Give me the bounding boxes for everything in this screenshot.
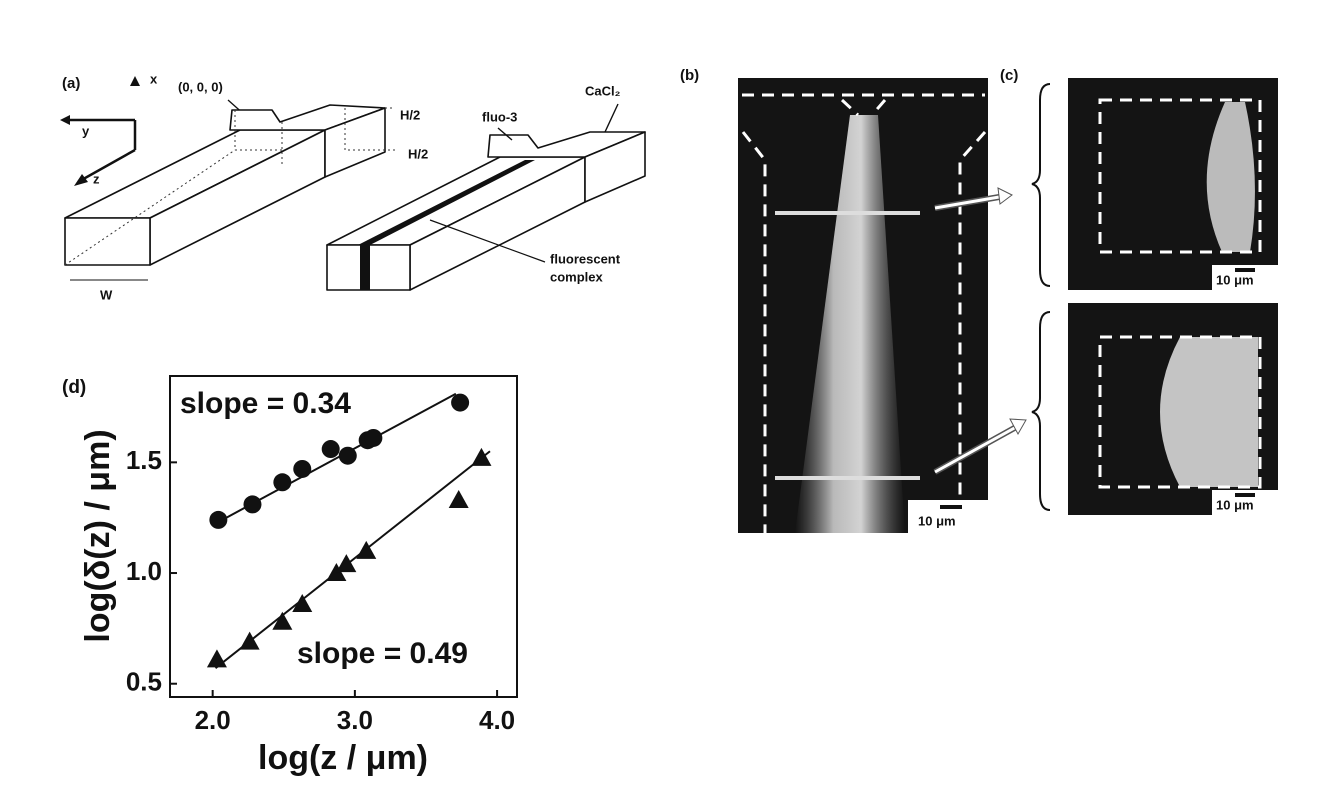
point (272, 611, 293, 630)
annotation: fluorescent (550, 251, 621, 266)
axis-letter: x (150, 71, 158, 86)
reagent-label: CaCl₂ (585, 83, 621, 98)
panel-label: (c) (1000, 67, 1018, 84)
x-axis-label: log(z / μm) (258, 739, 428, 777)
point (326, 563, 347, 582)
arrow (934, 194, 1006, 210)
brace (1031, 83, 1051, 287)
point (336, 554, 357, 573)
point (209, 510, 228, 529)
panel-c: (c) 10 μm 10 μm (1000, 67, 1278, 515)
channel-outline (1098, 335, 1262, 489)
brace (1031, 311, 1051, 511)
annotation: slope = 0.49 (297, 637, 468, 670)
scale-bar (1235, 268, 1255, 272)
annotation: slope = 0.34 (180, 387, 351, 420)
point (448, 489, 469, 508)
plot-frame (169, 375, 518, 698)
axis-letter: z (93, 171, 100, 186)
point (364, 428, 383, 447)
y-tick-label: 1.0 (126, 556, 162, 586)
point (321, 440, 340, 459)
complex-stripe (358, 160, 535, 245)
axis-letter: y (82, 123, 90, 138)
complex-stripe (360, 245, 370, 290)
point (243, 495, 262, 514)
axes-glyph (65, 118, 137, 184)
channel (584, 131, 646, 203)
scale-bar (940, 505, 962, 509)
panel-d: (d) log(z / μm) log(δ(z) / μm) 2.0 3.0 4.0… (62, 375, 518, 777)
point (451, 393, 470, 412)
y-tick-label: 1.5 (126, 445, 162, 475)
channel (324, 107, 386, 178)
pointer (429, 219, 546, 263)
point (273, 473, 292, 492)
channel (64, 217, 151, 266)
origin-label: (0, 0, 0) (178, 79, 223, 94)
channel-outline (1098, 98, 1262, 254)
reagent-label: fluo-3 (482, 109, 517, 124)
scale-bar (1235, 493, 1255, 497)
x-tick-label: 3.0 (337, 705, 373, 735)
x-tick-label: 4.0 (479, 705, 515, 735)
panel-label: (d) (62, 377, 86, 398)
arrow (1009, 418, 1027, 436)
dimension-label: H/2 (400, 107, 420, 122)
pointer (497, 103, 619, 141)
dimension-label: H/2 (408, 146, 428, 161)
point (338, 446, 357, 465)
scale-label: 10 μm (1216, 497, 1254, 512)
point (471, 447, 492, 466)
y-axis-label: log(δ(z) / μm) (79, 429, 117, 642)
annotation: complex (550, 269, 604, 284)
arrow (997, 187, 1013, 205)
point (356, 540, 377, 559)
x-tick-label: 2.0 (195, 705, 231, 735)
scale-label: 10 μm (1216, 272, 1254, 287)
panel-a: (a) x y z (0, 0, 0) H/2 H/2 W fluo-3 CaC… (60, 71, 646, 302)
fluorescent-region (1206, 102, 1255, 252)
point (206, 649, 227, 668)
fit-line (214, 450, 491, 670)
panel-label: (a) (62, 75, 80, 92)
point (293, 459, 312, 478)
arrow (934, 424, 1019, 474)
fluorescent-region (1160, 337, 1258, 487)
panel-label: (b) (680, 67, 699, 84)
scale-label: 10 μm (918, 513, 956, 528)
dimension-label: W (100, 287, 113, 302)
guide (64, 107, 395, 266)
panel-b: (b) 10 μm (680, 67, 1027, 533)
point (292, 594, 313, 613)
y-tick-label: 0.5 (126, 667, 162, 697)
fluorescent-region (795, 115, 905, 533)
point (239, 631, 260, 650)
